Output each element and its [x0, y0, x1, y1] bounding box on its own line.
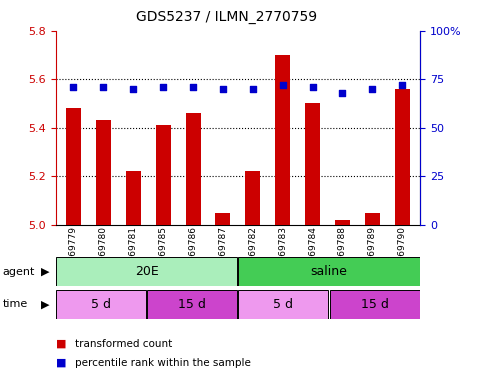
Point	[279, 82, 286, 88]
Bar	[335, 220, 350, 225]
Text: 15 d: 15 d	[361, 298, 388, 311]
Bar	[365, 212, 380, 225]
Bar	[305, 103, 320, 225]
Point	[99, 84, 107, 90]
Bar	[275, 55, 290, 225]
Bar	[56, 290, 146, 319]
Point	[70, 84, 77, 90]
Point	[339, 90, 346, 96]
Text: 5 d: 5 d	[91, 298, 111, 311]
Bar	[330, 290, 420, 319]
Point	[159, 84, 167, 90]
Text: 5 d: 5 d	[273, 298, 294, 311]
Text: saline: saline	[311, 265, 347, 278]
Text: 15 d: 15 d	[178, 298, 206, 311]
Point	[398, 82, 406, 88]
Point	[249, 86, 256, 92]
Bar	[56, 257, 237, 286]
Text: ■: ■	[56, 339, 66, 349]
Point	[189, 84, 197, 90]
Text: agent: agent	[2, 266, 35, 277]
Text: transformed count: transformed count	[75, 339, 172, 349]
Text: ▶: ▶	[41, 266, 49, 277]
Text: GDS5237 / ILMN_2770759: GDS5237 / ILMN_2770759	[137, 10, 318, 23]
Bar	[215, 212, 230, 225]
Bar	[239, 257, 420, 286]
Point	[219, 86, 227, 92]
Bar	[126, 171, 141, 225]
Bar	[185, 113, 200, 225]
Bar	[245, 171, 260, 225]
Bar	[239, 290, 328, 319]
Text: percentile rank within the sample: percentile rank within the sample	[75, 358, 251, 368]
Bar	[147, 290, 237, 319]
Text: ▶: ▶	[41, 299, 49, 310]
Text: time: time	[2, 299, 28, 310]
Bar	[156, 125, 170, 225]
Bar	[96, 121, 111, 225]
Point	[129, 86, 137, 92]
Text: ■: ■	[56, 358, 66, 368]
Bar	[66, 108, 81, 225]
Point	[309, 84, 316, 90]
Text: 20E: 20E	[135, 265, 158, 278]
Point	[369, 86, 376, 92]
Bar	[395, 89, 410, 225]
